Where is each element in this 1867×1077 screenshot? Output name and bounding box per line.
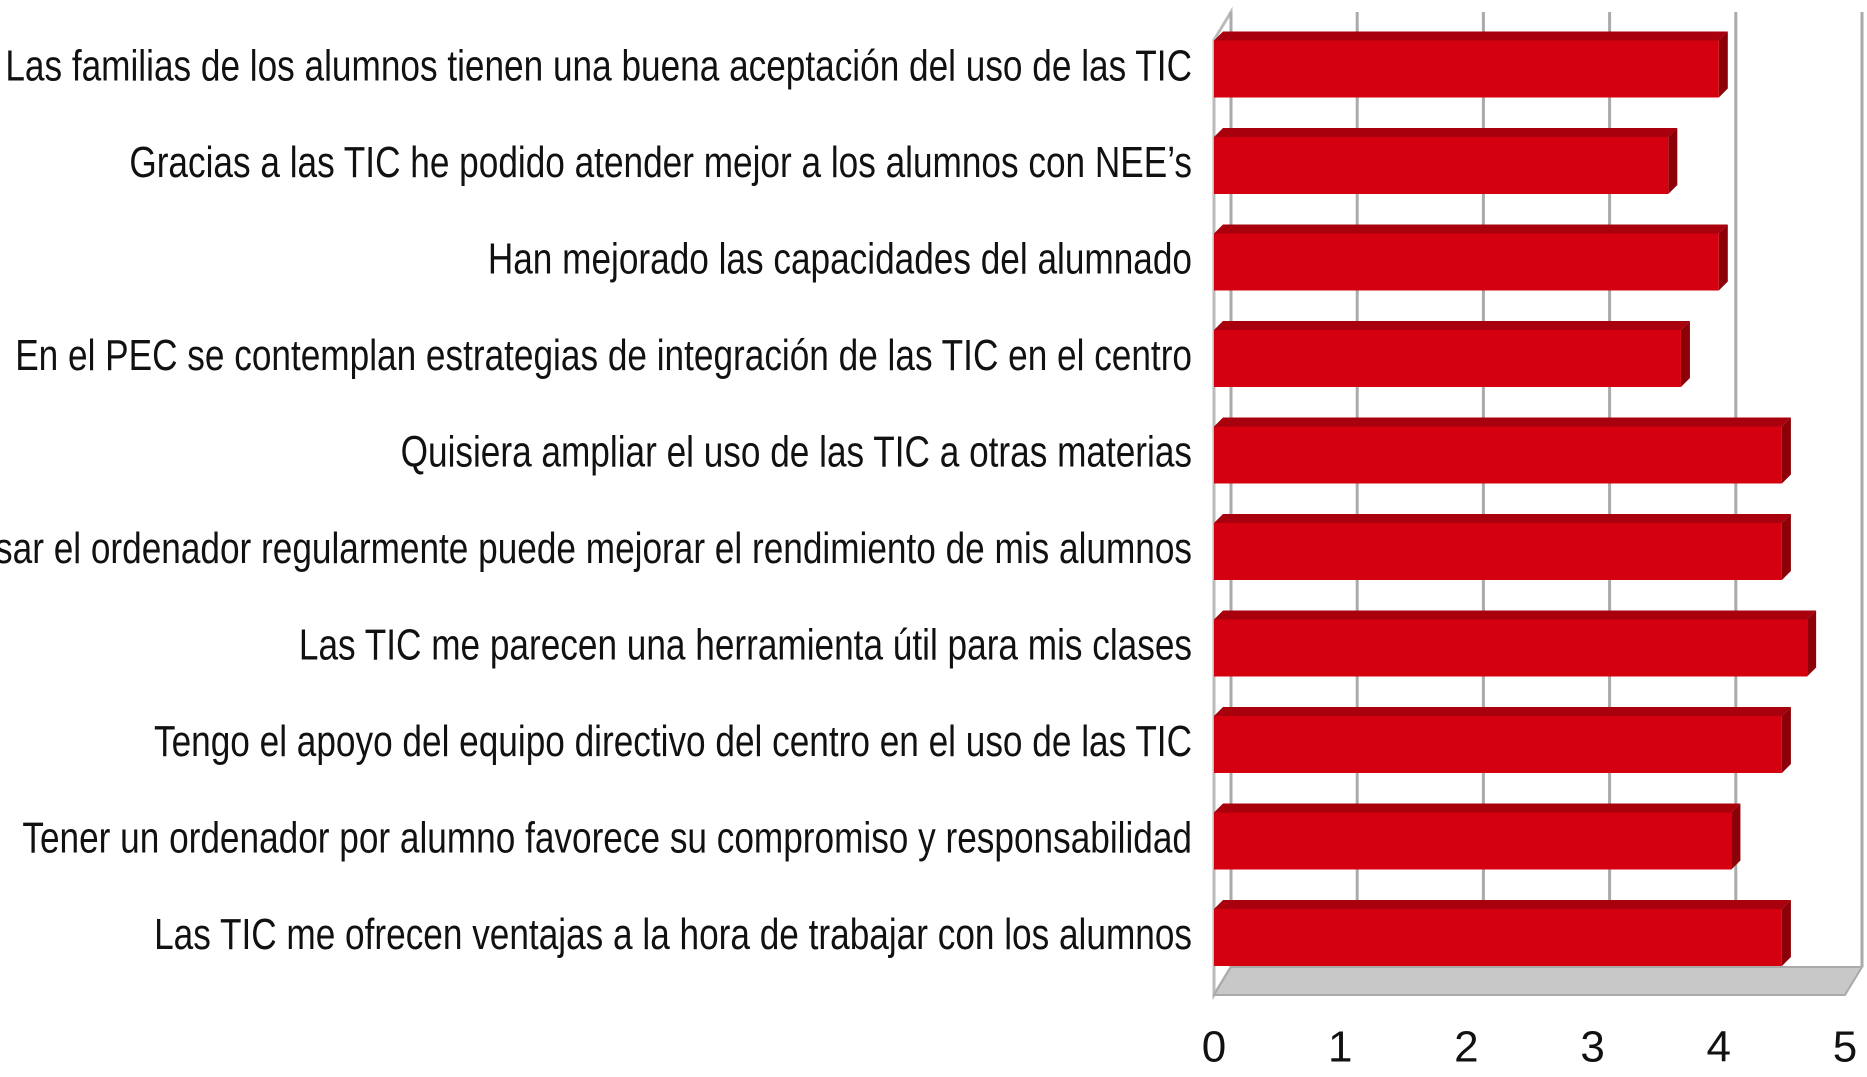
bar-face bbox=[1214, 909, 1782, 966]
y-tick-label: Las TIC me parecen una herramienta útil … bbox=[299, 621, 1192, 670]
labels: Las familias de los alumnos tienen una b… bbox=[0, 42, 1192, 959]
bar bbox=[1214, 900, 1791, 966]
y-tick-label: En el PEC se contemplan estrategias de i… bbox=[15, 331, 1192, 380]
bar-face bbox=[1214, 233, 1719, 291]
y-tick-label: Han mejorado las capacidades del alumnad… bbox=[488, 235, 1192, 284]
y-tick-label: Las familias de los alumnos tienen una b… bbox=[5, 42, 1192, 91]
bar bbox=[1214, 31, 1728, 98]
y-tick-label: Tengo el apoyo del equipo directivo del … bbox=[154, 717, 1192, 766]
bar bbox=[1214, 128, 1678, 194]
bar-side bbox=[1807, 610, 1817, 677]
bar-top bbox=[1214, 321, 1690, 330]
bar-face bbox=[1214, 716, 1782, 773]
bar bbox=[1214, 321, 1690, 387]
bar-face bbox=[1214, 523, 1782, 580]
bar-face bbox=[1214, 812, 1732, 870]
x-tick-label: 4 bbox=[1707, 1023, 1731, 1072]
x-tick-label: 0 bbox=[1202, 1023, 1226, 1072]
floor bbox=[1212, 966, 1864, 996]
bar-side bbox=[1718, 224, 1728, 291]
bar bbox=[1214, 417, 1791, 484]
bar bbox=[1214, 803, 1741, 870]
bar-side bbox=[1731, 803, 1741, 870]
y-tick-label: Las TIC me ofrecen ventajas a la hora de… bbox=[154, 910, 1192, 959]
bar-side bbox=[1781, 417, 1791, 484]
bar bbox=[1214, 707, 1791, 773]
bar-top bbox=[1214, 128, 1678, 137]
bar-side bbox=[1668, 128, 1678, 194]
bar-side bbox=[1718, 31, 1728, 98]
bar-top bbox=[1214, 31, 1728, 41]
x-tick-label: 1 bbox=[1328, 1023, 1352, 1072]
y-tick-label: Gracias a las TIC he podido atender mejo… bbox=[129, 138, 1192, 187]
y-tick-label: Tener un ordenador por alumno favorece s… bbox=[22, 814, 1192, 863]
bar-side bbox=[1680, 321, 1690, 387]
bar-face bbox=[1214, 426, 1782, 484]
bar-top bbox=[1214, 417, 1791, 427]
bar bbox=[1214, 514, 1791, 580]
bar bbox=[1214, 610, 1817, 677]
bar-top bbox=[1214, 707, 1791, 716]
bar-side bbox=[1781, 707, 1791, 773]
bar-top bbox=[1214, 610, 1817, 620]
bar-top bbox=[1214, 803, 1741, 813]
bar bbox=[1214, 224, 1728, 291]
bar-top bbox=[1214, 900, 1791, 909]
bar-face bbox=[1214, 40, 1719, 98]
bar-top bbox=[1214, 224, 1728, 234]
x-tick-label: 5 bbox=[1833, 1023, 1857, 1072]
bar-side bbox=[1781, 900, 1791, 966]
y-tick-label: Quisiera ampliar el uso de las TIC a otr… bbox=[401, 428, 1192, 477]
bar-top bbox=[1214, 514, 1791, 523]
bar-side bbox=[1781, 514, 1791, 580]
x-tick-label: 2 bbox=[1454, 1023, 1478, 1072]
bar-face bbox=[1214, 137, 1669, 194]
bar-face bbox=[1214, 330, 1681, 387]
bar-face bbox=[1214, 619, 1808, 677]
y-tick-label: usar el ordenador regularmente puede mej… bbox=[0, 524, 1192, 573]
x-tick-label: 3 bbox=[1580, 1023, 1604, 1072]
